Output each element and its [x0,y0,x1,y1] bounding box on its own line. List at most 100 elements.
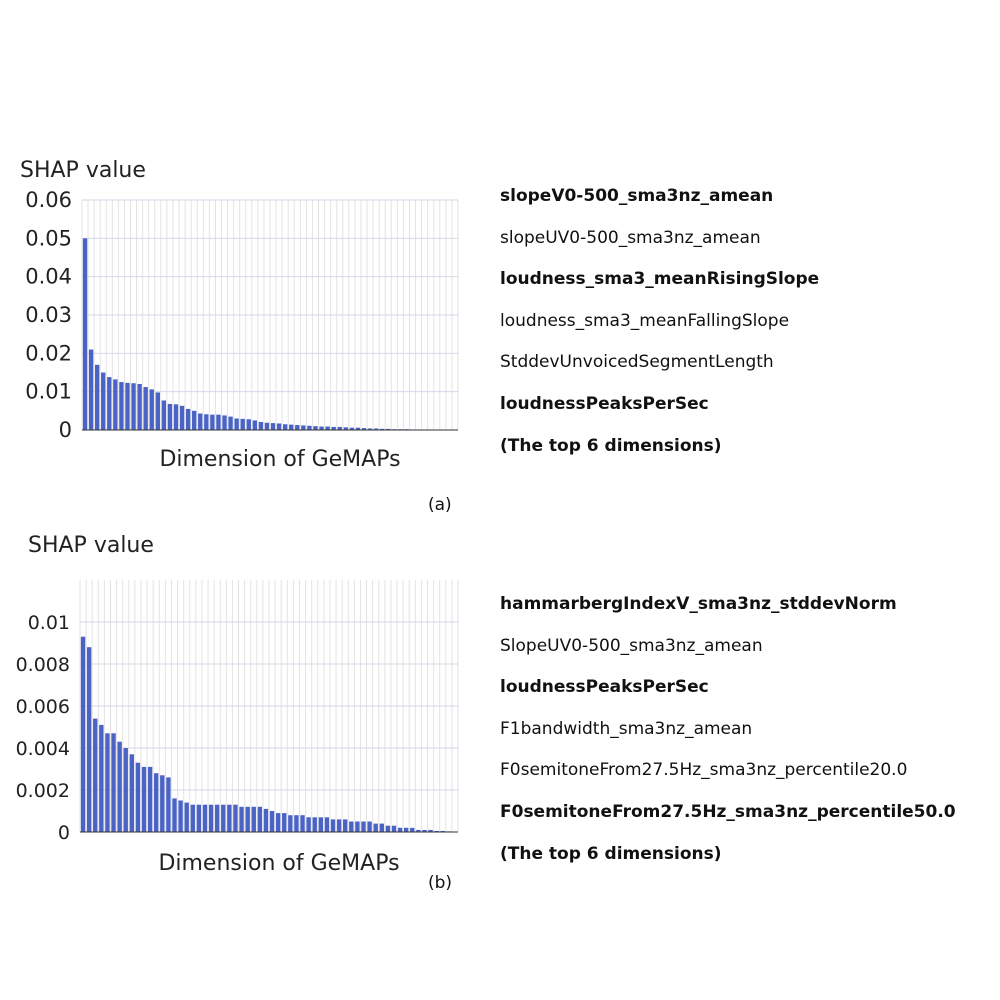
bar [160,775,165,832]
bar [173,404,179,430]
bar [337,426,342,430]
bar [210,414,215,430]
panel-label-b: (b) [428,873,453,893]
bar [428,829,433,832]
bar [125,382,130,430]
bar [179,405,185,430]
top-feature-item: slopeUV0-500_sma3nz_amean [500,227,761,248]
bar [336,819,342,832]
top-feature-item: F0semitoneFrom27.5Hz_sma3nz_percentile20… [500,760,908,781]
y-tick-label: 0.004 [16,738,70,760]
bar [202,804,208,832]
bar [111,733,116,832]
bar [214,804,220,832]
top-feature-item: F1bandwidth_sma3nz_amean [500,718,753,739]
bar [379,823,384,832]
bar [434,830,439,832]
top-features-caption: (The top 6 dimensions) [500,843,722,864]
top-feature-item: hammarbergIndexV_sma3nz_stddevNorm [500,594,897,614]
bar [99,724,104,832]
bar [300,815,305,832]
bar [93,718,98,832]
top-feature-item: SlopeUV0-500_sma3nz_amean [500,635,763,656]
bar [373,428,379,430]
bar [233,804,238,832]
bar [119,382,124,430]
chart-panel-a: 0.06 0.05 0.04 0.03 0.02 0.01 0 SHAP value Dimen… [20,158,459,472]
y-tick-label: 0.02 [25,341,72,365]
bar [172,798,177,832]
bar [252,420,258,430]
bar [234,418,239,430]
y-tick-label: 0 [59,418,72,442]
bar [282,813,287,832]
bar [331,426,336,430]
bar [198,413,203,430]
bar [94,364,100,430]
bar [228,416,233,430]
bar [312,817,317,832]
bar [264,422,270,430]
bar [301,425,306,430]
y-tick-label: 0.002 [16,780,70,802]
y-tick-label: 0.04 [25,265,72,289]
bar [397,827,403,832]
bar [240,418,245,430]
y-tick-label: 0.06 [25,188,72,212]
bar [185,408,191,430]
bar [295,425,300,430]
bar [275,813,281,832]
bar [204,414,209,430]
top-features-caption: (The top 6 dimensions) [500,435,722,456]
bar [149,389,154,430]
y-axis-label: SHAP value [28,533,154,558]
bar [192,410,197,430]
chart-panel-b: 0.01 0.008 0.006 0.004 0.002 0 SHAP value Dimen… [16,533,459,876]
bar [270,423,276,430]
bar [258,421,264,430]
bar [373,823,378,832]
bar [313,426,318,430]
bar [82,238,88,430]
bar [319,426,324,430]
bar [422,829,427,832]
y-tick-label: 0 [58,822,70,844]
bar [167,403,173,430]
bar [166,777,171,832]
bar [263,808,269,832]
x-axis-label: Dimension of GeMAPs [159,447,400,472]
bar [141,766,147,832]
top-feature-item: slopeV0-500_sma3nz_amean [500,186,774,206]
bar [88,349,94,430]
bar [135,762,141,832]
bar [222,415,227,430]
y-tick-label: 0.01 [28,612,70,634]
bar [216,414,221,430]
bar [184,802,189,832]
bar [416,829,421,832]
y-axis-label: SHAP value [20,158,146,183]
bar [386,428,391,430]
top-feature-item: loudness_sma3_meanRisingSlope [500,269,820,290]
bar [403,827,409,832]
y-tick-label: 0.03 [25,303,72,327]
bar [245,806,250,832]
bar [385,825,391,832]
bar [361,821,366,832]
bar [440,830,445,832]
bar [155,392,160,430]
panel-label-a: (a) [428,495,452,515]
bar [137,384,142,430]
bar [113,379,118,430]
x-axis-label: Dimension of GeMAPs [158,851,399,876]
bar [324,817,330,832]
bar [289,424,294,430]
top-features-list-b: hammarbergIndexV_sma3nz_stddevNorm SlopeU… [500,584,956,875]
bar [101,372,106,430]
bar [343,819,348,832]
bar [80,636,86,832]
bar [410,827,415,832]
y-tick-label: 0.008 [16,654,70,676]
bar [349,821,354,832]
bar [131,383,136,430]
